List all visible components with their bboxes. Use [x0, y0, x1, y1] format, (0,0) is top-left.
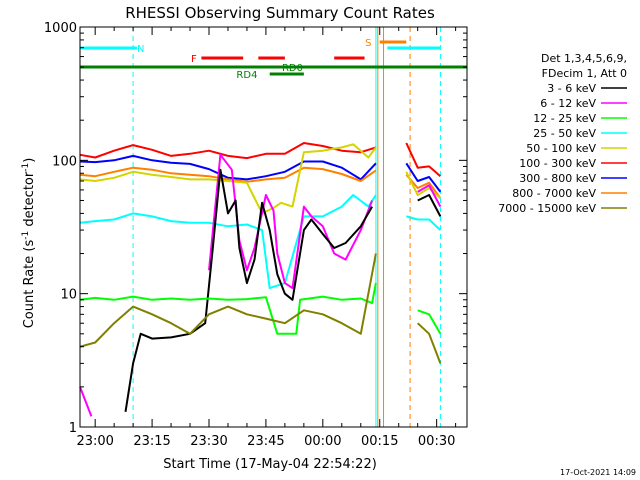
legend: Det 1,3,4,5,6,9, FDecim 1, Att 0 3 - 6 k…	[498, 52, 627, 215]
legend-label-6: 300 - 800 keV	[519, 172, 596, 185]
legend-label-5: 100 - 300 keV	[519, 157, 596, 170]
x-tick-label: 23:15	[133, 434, 170, 449]
x-tick-label: 23:45	[247, 434, 284, 449]
y-tick-label: 1000	[44, 21, 77, 36]
legend-label-7: 800 - 7000 keV	[512, 187, 596, 200]
x-tick-label: 00:00	[304, 434, 341, 449]
series-line-6	[124, 168, 442, 412]
plot-frame	[79, 26, 468, 428]
legend-label-3: 25 - 50 keV	[533, 127, 596, 140]
x-tick-label: 00:15	[361, 434, 398, 449]
legend-label-1: 6 - 12 keV	[540, 97, 596, 110]
y-tick-label: 1	[69, 421, 77, 436]
date-stamp: 17-Oct-2021 14:09	[560, 468, 636, 477]
legend-header-fdecim: FDecim 1, Att 0	[542, 67, 627, 80]
flag-label-rd0: RD0	[282, 63, 303, 74]
legend-label-4: 50 - 100 keV	[526, 142, 596, 155]
series-line-1	[79, 154, 442, 193]
x-tick-label: 23:30	[190, 434, 227, 449]
x-tick-label: 00:30	[418, 434, 455, 449]
series-line-4	[79, 194, 442, 290]
legend-label-0: 3 - 6 keV	[547, 82, 596, 95]
y-tick-label: 10	[60, 288, 77, 303]
series-line-7	[79, 282, 442, 335]
legend-label-2: 12 - 25 keV	[533, 112, 596, 125]
flag-label-f: F	[191, 54, 197, 65]
y-tick-label: 100	[52, 154, 77, 169]
plot-area: N F S RD0 RD4	[79, 26, 468, 428]
flag-label-n: N	[137, 44, 144, 55]
series-line-3	[79, 143, 442, 215]
series-line-0	[79, 142, 442, 177]
legend-label-8: 7000 - 15000 keV	[498, 202, 596, 215]
flag-label-s: S	[365, 38, 371, 49]
y-axis-label: Count Rate (s-1 detector-1)	[21, 158, 37, 329]
x-tick-label: 23:00	[76, 434, 113, 449]
series-line-8	[79, 253, 442, 364]
x-axis-label: Start Time (17-May-04 22:54:22)	[163, 457, 377, 472]
flag-label-rd4: RD4	[236, 70, 257, 81]
legend-header-detectors: Det 1,3,4,5,6,9,	[541, 52, 627, 65]
chart-title: RHESSI Observing Summary Count Rates	[125, 4, 435, 22]
